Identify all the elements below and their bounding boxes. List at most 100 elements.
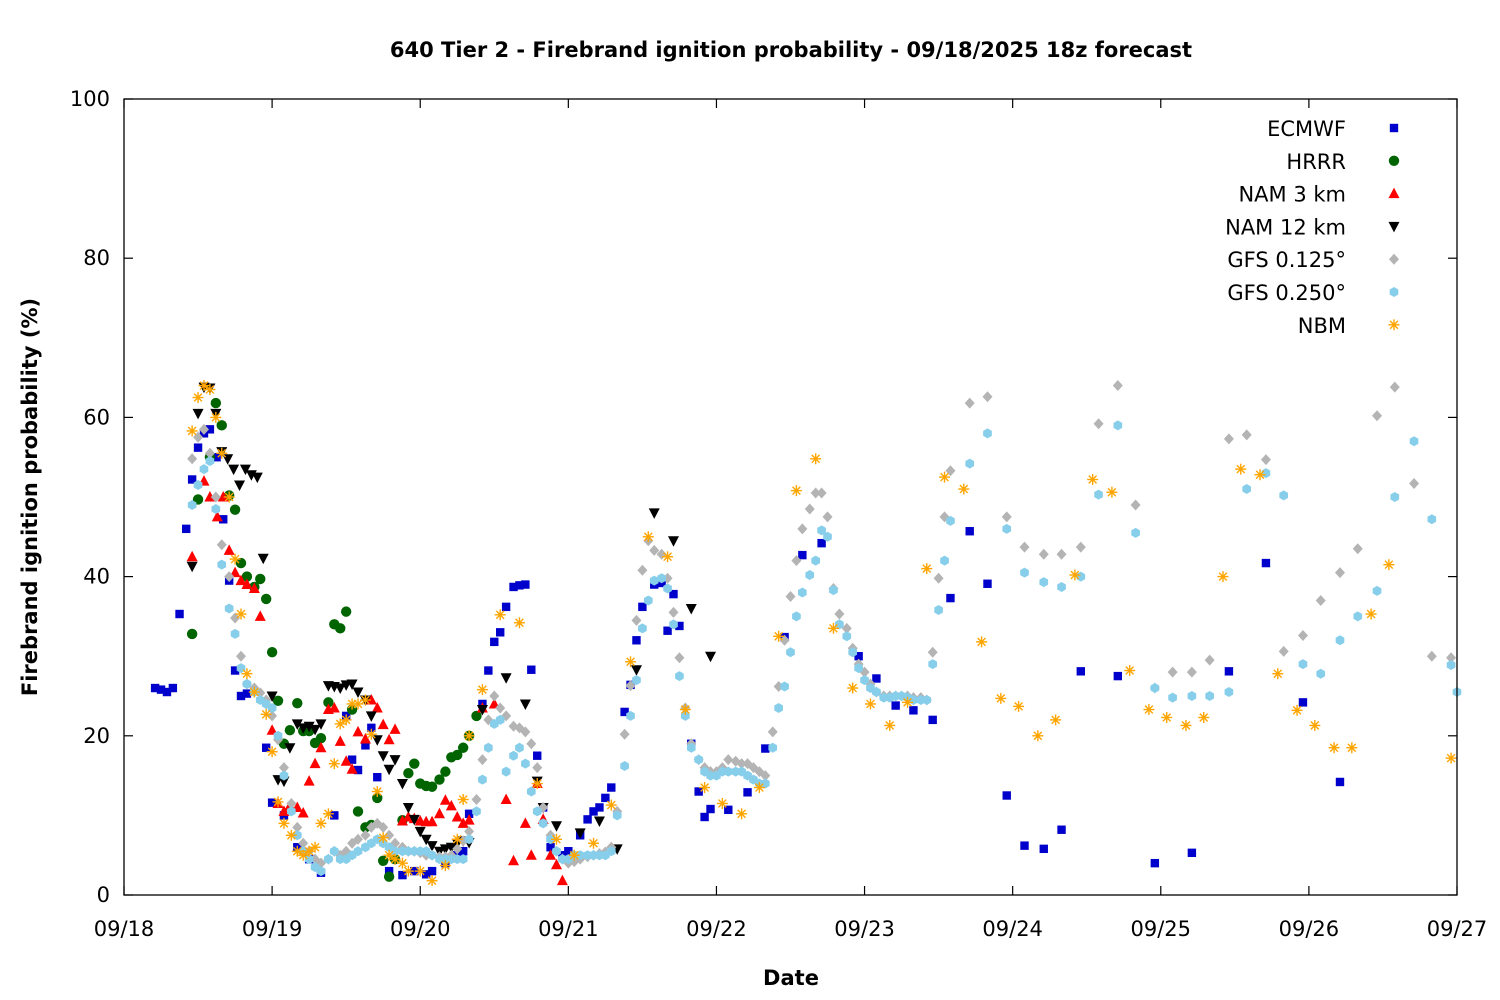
data-point <box>1426 650 1437 662</box>
data-point <box>187 453 198 465</box>
data-point <box>527 665 536 674</box>
data-point <box>933 572 944 584</box>
data-point <box>595 803 604 812</box>
data-point <box>500 673 512 684</box>
data-point <box>1131 527 1140 538</box>
data-point <box>531 778 543 790</box>
data-point <box>235 574 247 586</box>
x-tick-label: 09/25 <box>1131 917 1192 941</box>
data-point <box>1372 585 1382 596</box>
data-point <box>235 608 247 620</box>
data-point <box>298 837 309 849</box>
data-point <box>402 802 414 814</box>
data-point <box>451 833 463 845</box>
data-point <box>620 707 629 717</box>
data-point <box>175 609 184 619</box>
data-point <box>383 871 395 882</box>
data-point <box>315 719 327 730</box>
data-point <box>706 804 715 814</box>
data-point <box>891 701 900 710</box>
data-point <box>643 595 653 606</box>
data-point <box>278 817 290 829</box>
data-point <box>334 683 346 695</box>
data-point <box>723 766 733 777</box>
data-point <box>922 694 932 705</box>
data-point <box>668 606 679 618</box>
data-point <box>669 589 678 599</box>
data-point <box>1297 630 1308 642</box>
data-point <box>334 718 346 730</box>
data-point <box>1365 608 1377 620</box>
data-point <box>694 754 703 765</box>
data-point <box>204 447 215 459</box>
data-point <box>834 608 845 620</box>
data-point <box>414 865 426 877</box>
data-point <box>619 728 630 740</box>
data-point <box>593 816 605 827</box>
data-point <box>864 698 876 710</box>
legend-label: NAM 12 km <box>1225 215 1346 239</box>
data-point <box>811 555 821 566</box>
data-point <box>631 614 642 626</box>
data-point <box>521 580 530 589</box>
data-point <box>780 681 789 692</box>
data-point <box>1057 581 1066 592</box>
x-tick-label: 09/27 <box>1427 917 1488 941</box>
data-point <box>872 687 881 698</box>
data-point <box>589 807 598 816</box>
data-point <box>625 656 637 668</box>
data-point <box>568 849 580 861</box>
data-point <box>389 723 401 734</box>
data-point <box>827 622 839 634</box>
data-point <box>583 815 592 824</box>
data-point <box>304 854 314 865</box>
data-point <box>940 555 949 566</box>
data-point <box>526 786 536 797</box>
data-point <box>1143 704 1155 716</box>
data-point <box>297 849 309 861</box>
data-point <box>452 843 463 855</box>
data-point <box>982 391 993 403</box>
x-tick-label: 09/24 <box>982 917 1043 941</box>
data-point <box>352 806 364 817</box>
data-point <box>372 792 383 804</box>
data-point <box>472 806 481 817</box>
data-point <box>457 817 469 828</box>
data-point <box>162 687 172 697</box>
data-point <box>286 797 297 809</box>
data-point <box>260 708 272 720</box>
data-point <box>1020 841 1029 850</box>
data-point <box>439 794 451 805</box>
legend: ECMWF HRRR NAM 3 km NAM 12 km GFS 0.125° GFS … <box>1225 117 1400 338</box>
data-point <box>538 818 548 829</box>
data-point <box>267 798 277 807</box>
data-point <box>768 742 778 753</box>
data-point <box>1409 477 1420 489</box>
legend-marker <box>1389 123 1399 133</box>
data-point <box>242 679 252 690</box>
data-point <box>513 617 525 629</box>
data-point <box>761 744 770 753</box>
data-point <box>526 738 537 750</box>
data-point <box>648 508 660 519</box>
data-point <box>632 675 641 686</box>
data-point <box>315 732 327 744</box>
data-point <box>426 841 438 852</box>
legend-marker <box>1388 221 1400 233</box>
data-point <box>743 788 752 797</box>
data-point <box>291 845 303 857</box>
data-point <box>521 758 530 769</box>
data-point <box>272 695 284 706</box>
legend-marker <box>1388 155 1400 166</box>
data-point <box>495 702 506 714</box>
data-point <box>1272 668 1284 680</box>
data-point <box>525 849 537 860</box>
data-point <box>476 684 488 696</box>
data-point <box>779 634 790 646</box>
data-point <box>1057 825 1066 834</box>
x-tick-label: 09/21 <box>538 917 599 941</box>
y-tick-label: 40 <box>83 565 110 589</box>
data-point <box>182 524 191 534</box>
data-point <box>1205 691 1214 701</box>
data-point <box>1334 567 1345 579</box>
